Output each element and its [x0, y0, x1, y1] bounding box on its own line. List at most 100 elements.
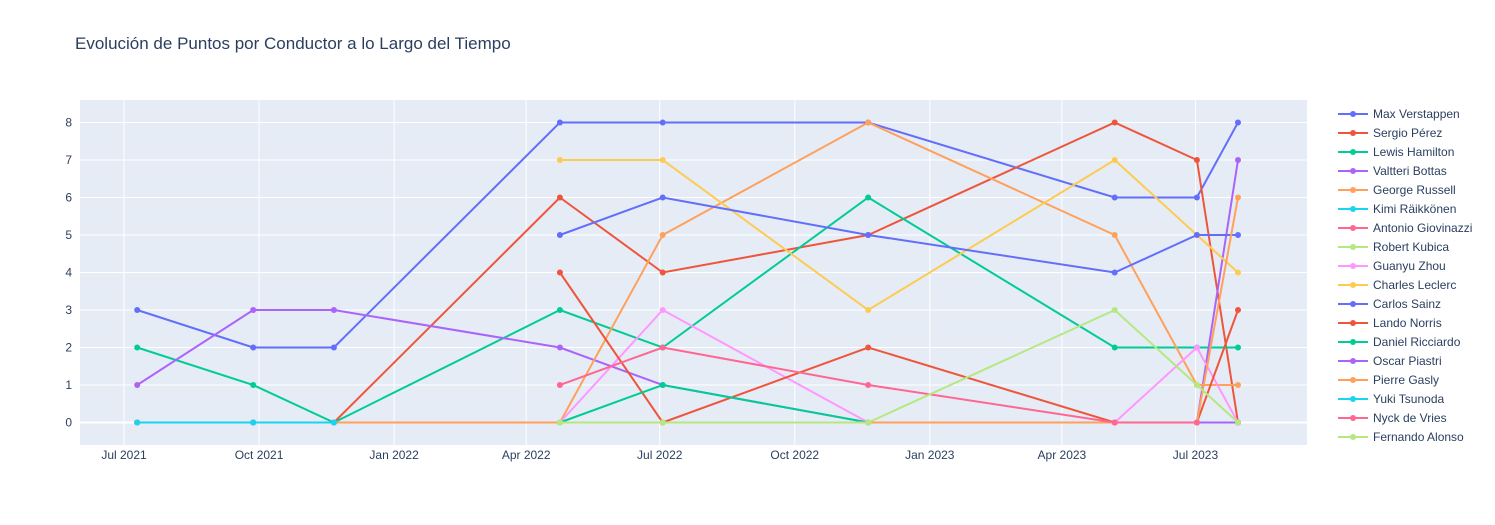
legend-item[interactable]: Carlos Sainz: [1338, 297, 1441, 311]
data-point[interactable]: [659, 232, 666, 238]
data-point[interactable]: [659, 382, 666, 388]
data-point[interactable]: [250, 382, 257, 388]
data-point[interactable]: [556, 194, 563, 201]
legend-item[interactable]: Lewis Hamilton: [1338, 145, 1454, 159]
data-point[interactable]: [865, 119, 872, 126]
legend-item[interactable]: Charles Leclerc: [1338, 278, 1456, 292]
data-point[interactable]: [1111, 269, 1118, 276]
legend-label: Fernando Alonso: [1373, 430, 1464, 444]
data-point[interactable]: [1235, 307, 1241, 313]
legend-label: Guanyu Zhou: [1373, 259, 1446, 273]
chart-title: Evolución de Puntos por Conductor a lo L…: [75, 34, 511, 53]
legend-item[interactable]: Robert Kubica: [1338, 240, 1449, 254]
data-point[interactable]: [250, 307, 257, 313]
data-point[interactable]: [556, 232, 563, 238]
data-point[interactable]: [556, 419, 563, 426]
legend-item[interactable]: Antonio Giovinazzi: [1338, 221, 1472, 235]
data-point[interactable]: [556, 307, 563, 313]
legend-item[interactable]: Fernando Alonso: [1338, 430, 1464, 444]
data-point[interactable]: [865, 194, 872, 201]
data-point[interactable]: [1235, 119, 1241, 126]
data-point[interactable]: [865, 419, 872, 426]
legend-item[interactable]: Valtteri Bottas: [1338, 164, 1447, 178]
data-point[interactable]: [865, 344, 872, 351]
legend-item[interactable]: Daniel Ricciardo: [1338, 335, 1461, 349]
data-point[interactable]: [134, 382, 141, 388]
legend-item[interactable]: Yuki Tsunoda: [1338, 392, 1444, 406]
data-point[interactable]: [556, 344, 563, 351]
data-point[interactable]: [1235, 269, 1241, 276]
data-point[interactable]: [659, 307, 666, 313]
data-point[interactable]: [134, 344, 141, 351]
data-point[interactable]: [330, 307, 337, 313]
data-point[interactable]: [1235, 194, 1241, 201]
legend-label: Kimi Räikkönen: [1373, 202, 1456, 216]
legend-item[interactable]: Pierre Gasly: [1338, 373, 1439, 387]
data-point[interactable]: [1111, 157, 1118, 163]
data-point[interactable]: [1193, 419, 1200, 426]
y-tick-label: 0: [65, 416, 72, 430]
data-point[interactable]: [1111, 194, 1118, 201]
data-point[interactable]: [659, 269, 666, 276]
data-point[interactable]: [556, 119, 563, 126]
legend-label: Charles Leclerc: [1373, 278, 1456, 292]
series-line[interactable]: [559, 308, 1239, 424]
legend-swatch-marker: [1350, 415, 1356, 421]
legend-item[interactable]: Oscar Piastri: [1338, 354, 1442, 368]
data-point[interactable]: [250, 419, 257, 426]
data-point[interactable]: [134, 419, 141, 426]
legend-item[interactable]: Guanyu Zhou: [1338, 259, 1446, 273]
data-point[interactable]: [1235, 157, 1241, 163]
data-point[interactable]: [1235, 344, 1241, 351]
series-15[interactable]: [134, 419, 337, 426]
data-point[interactable]: [659, 344, 666, 351]
data-point[interactable]: [865, 232, 872, 238]
series-10[interactable]: [556, 194, 1241, 276]
series-16[interactable]: [556, 344, 1200, 426]
legend-item[interactable]: Kimi Räikkönen: [1338, 202, 1456, 216]
series-line[interactable]: [559, 271, 1239, 424]
data-point[interactable]: [1193, 157, 1200, 163]
data-point[interactable]: [250, 344, 257, 351]
data-point[interactable]: [865, 382, 872, 388]
legend-item[interactable]: Max Verstappen: [1338, 107, 1460, 121]
y-tick-label: 6: [65, 191, 72, 205]
data-point[interactable]: [1193, 344, 1200, 351]
series-line[interactable]: [559, 196, 1238, 274]
legend-item[interactable]: Sergio Pérez: [1338, 126, 1442, 140]
data-point[interactable]: [134, 307, 141, 313]
data-point[interactable]: [659, 194, 666, 201]
data-point[interactable]: [659, 157, 666, 163]
data-point[interactable]: [1111, 419, 1118, 426]
data-point[interactable]: [1193, 382, 1200, 388]
legend-item[interactable]: George Russell: [1338, 183, 1456, 197]
data-point[interactable]: [1111, 307, 1118, 313]
data-point[interactable]: [330, 344, 337, 351]
legend[interactable]: Max Verstappen Sergio Pérez Lewis Hamilton…: [1338, 107, 1472, 444]
series-line[interactable]: [559, 158, 1239, 312]
legend-item[interactable]: Nyck de Vries: [1338, 411, 1447, 425]
data-point[interactable]: [659, 419, 666, 426]
legend-item[interactable]: Lando Norris: [1338, 316, 1442, 330]
data-point[interactable]: [1111, 232, 1118, 238]
data-point[interactable]: [1193, 232, 1200, 238]
legend-label: Pierre Gasly: [1373, 373, 1439, 387]
data-point[interactable]: [659, 119, 666, 126]
series-17[interactable]: [556, 307, 1241, 426]
data-point[interactable]: [1111, 119, 1118, 126]
data-point[interactable]: [1235, 419, 1241, 426]
data-point[interactable]: [330, 419, 337, 426]
data-point[interactable]: [1111, 344, 1118, 351]
data-point[interactable]: [1235, 232, 1241, 238]
x-tick-label: Jul 2021: [101, 448, 147, 462]
data-point[interactable]: [556, 382, 563, 388]
data-point[interactable]: [556, 157, 563, 163]
data-point[interactable]: [556, 269, 563, 276]
data-point[interactable]: [1235, 382, 1241, 388]
data-point[interactable]: [865, 307, 872, 313]
data-point[interactable]: [1193, 194, 1200, 201]
legend-swatch-marker: [1350, 244, 1356, 250]
legend-swatch-marker: [1350, 358, 1356, 364]
series-9[interactable]: [556, 157, 1241, 313]
